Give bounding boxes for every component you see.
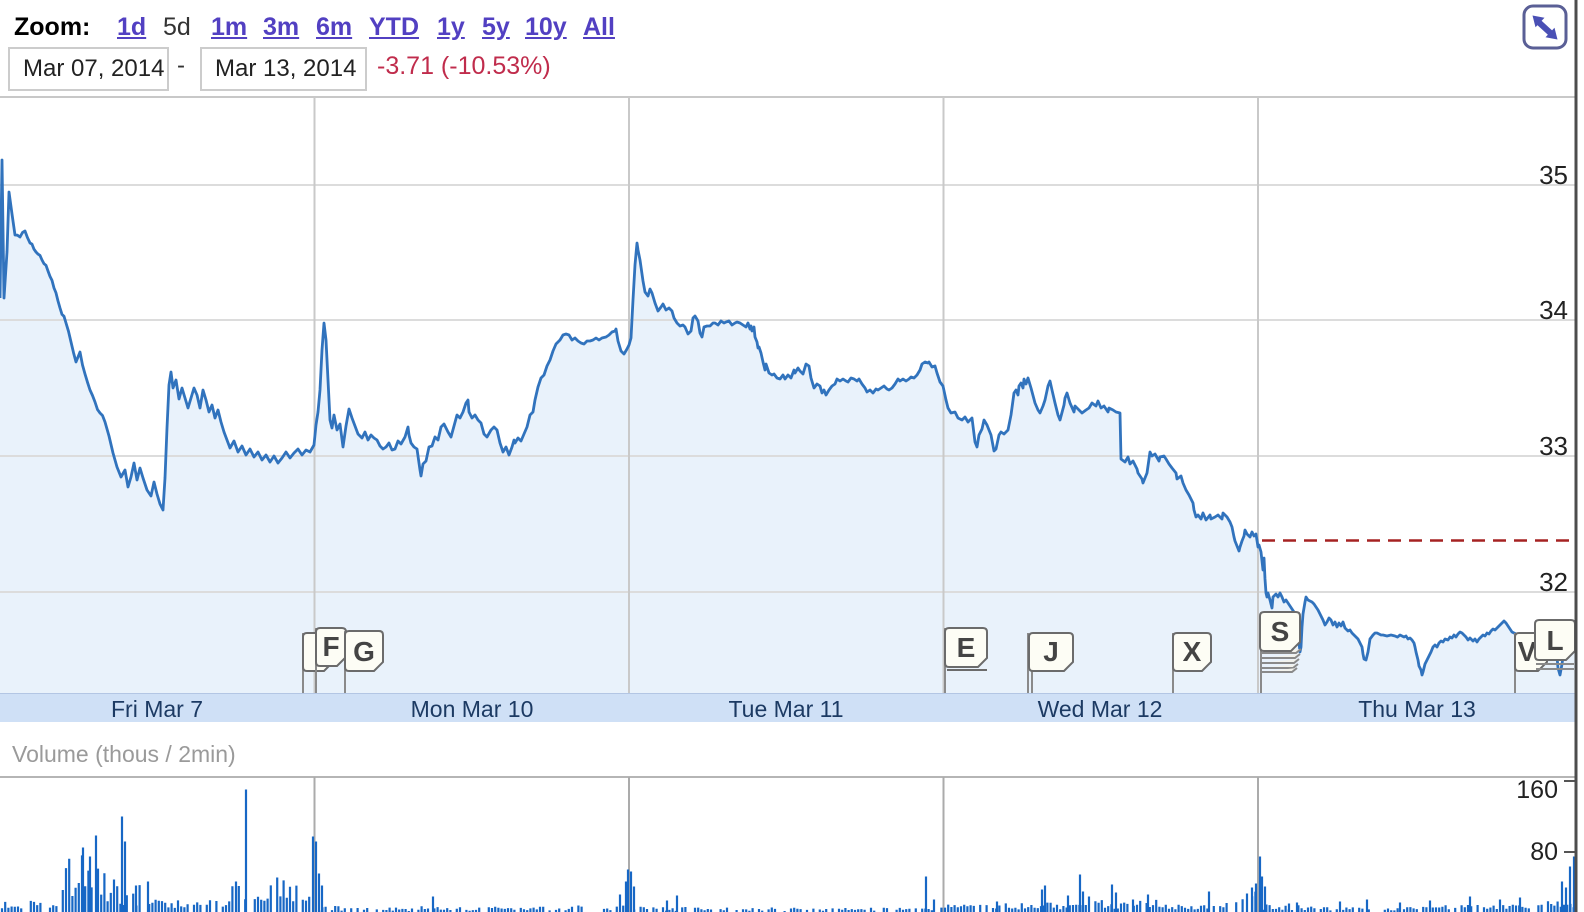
svg-text:X: X xyxy=(1183,636,1202,667)
svg-text:S: S xyxy=(1271,616,1290,647)
svg-text:L: L xyxy=(1546,625,1563,656)
svg-text:J: J xyxy=(1043,636,1059,667)
svg-text:V: V xyxy=(1518,636,1537,667)
svg-text:F: F xyxy=(322,631,339,662)
svg-text:E: E xyxy=(957,632,976,663)
svg-text:G: G xyxy=(353,636,375,667)
